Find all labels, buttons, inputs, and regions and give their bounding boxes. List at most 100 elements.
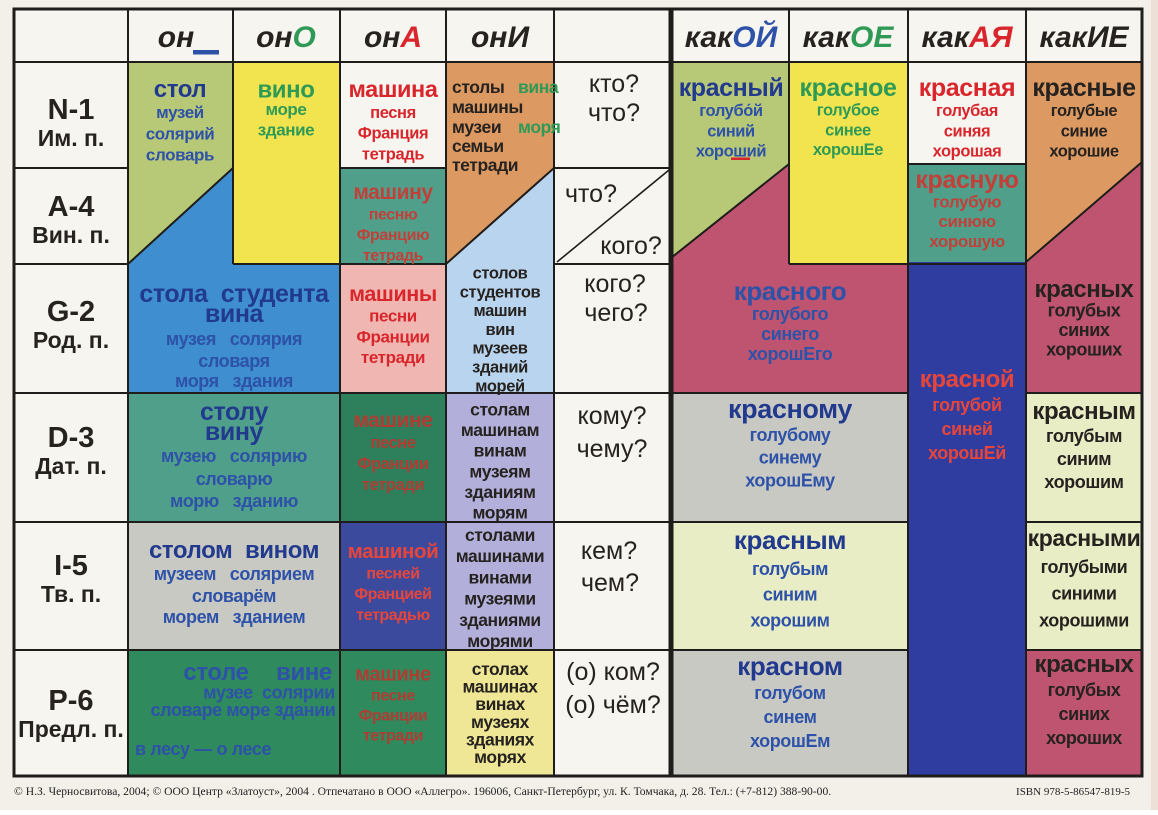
svg-text:онИ: онИ <box>471 21 530 54</box>
svg-text:хорошая: хорошая <box>933 143 1002 161</box>
svg-text:словарю: словарю <box>196 469 273 489</box>
svg-text:столах: столах <box>472 659 529 679</box>
svg-text:красных: красных <box>1035 651 1135 678</box>
svg-text:Францией: Францией <box>354 586 431 603</box>
svg-text:машина: машина <box>348 76 438 102</box>
svg-text:голубыми: голубыми <box>1041 557 1128 577</box>
svg-text:музей: музей <box>156 103 204 122</box>
svg-text:N-1: N-1 <box>48 94 95 126</box>
svg-text:красными: красными <box>1028 525 1141 551</box>
svg-text:красное: красное <box>799 74 897 102</box>
svg-text:винах: винах <box>475 694 525 714</box>
svg-text:машине: машине <box>353 409 432 432</box>
svg-text:голубая: голубая <box>936 102 998 120</box>
svg-text:онА: онА <box>364 21 422 54</box>
svg-text:Франции: Франции <box>359 708 428 725</box>
svg-text:зданиями: зданиями <box>459 610 541 630</box>
svg-text:голубых: голубых <box>1048 680 1121 700</box>
svg-text:синими: синими <box>1052 584 1117 604</box>
svg-text:голубое: голубое <box>817 102 880 120</box>
svg-text:какОЕ: какОЕ <box>803 21 895 54</box>
svg-text:музеями: музеями <box>464 589 536 609</box>
svg-text:машину: машину <box>353 181 433 204</box>
svg-text:синее: синее <box>825 121 871 139</box>
svg-text:Франции: Франции <box>356 327 429 346</box>
svg-text:красного: красного <box>734 276 847 306</box>
svg-text:кому?: кому? <box>578 402 647 430</box>
svg-text:машинами: машинами <box>456 546 545 566</box>
svg-text:машинам: машинам <box>461 420 539 440</box>
svg-text:красным: красным <box>734 525 846 555</box>
svg-text:музее солярии: музее солярии <box>203 683 335 703</box>
svg-text:чему?: чему? <box>577 435 648 463</box>
svg-text:голубом: голубом <box>754 683 825 703</box>
svg-text:красному: красному <box>728 394 852 424</box>
svg-text:голубым: голубым <box>752 559 828 579</box>
svg-text:голубо́й: голубо́й <box>699 102 762 120</box>
svg-text:кого?: кого? <box>600 232 662 260</box>
svg-text:песни: песни <box>369 307 417 326</box>
svg-text:вин: вин <box>485 321 514 339</box>
svg-text:стол: стол <box>154 76 207 103</box>
svg-text:синяя: синяя <box>944 122 991 140</box>
svg-text:словаре море здании: словаре море здании <box>151 700 336 720</box>
svg-text:морям: морям <box>472 503 527 523</box>
svg-text:хорошЕму: хорошЕму <box>745 470 835 490</box>
svg-text:какАЯ: какАЯ <box>921 21 1013 54</box>
svg-text:голубым: голубым <box>1046 426 1122 446</box>
svg-text:морю зданию: морю зданию <box>170 491 298 511</box>
svg-text:красном: красном <box>737 651 843 681</box>
svg-text:синим: синим <box>1057 449 1111 469</box>
svg-text:хорошЕм: хорошЕм <box>750 731 830 751</box>
svg-text:синие: синие <box>1061 122 1108 140</box>
svg-text:тетрадью: тетрадью <box>356 607 430 624</box>
svg-text:музеем солярием: музеем солярием <box>154 564 315 584</box>
svg-text:тетрадь: тетрадь <box>363 248 424 265</box>
svg-text:морями: морями <box>467 631 532 651</box>
svg-text:хорошими: хорошими <box>1039 610 1129 630</box>
svg-text:море: море <box>266 100 307 119</box>
svg-text:винами: винами <box>468 567 531 587</box>
svg-text:хорошЕе: хорошЕе <box>813 141 883 159</box>
svg-text:ISBN 978-5-86547-819-5: ISBN 978-5-86547-819-5 <box>1016 786 1130 798</box>
svg-text:Дат. п.: Дат. п. <box>35 453 106 479</box>
svg-text:хорошие: хорошие <box>1049 143 1118 161</box>
svg-text:красных: красных <box>1035 276 1135 303</box>
svg-text:моря здания: моря здания <box>175 371 293 391</box>
svg-text:кто?: кто? <box>589 70 639 98</box>
svg-text:Род. п.: Род. п. <box>33 327 109 353</box>
svg-text:хороших: хороших <box>1046 728 1122 748</box>
svg-text:голубого: голубого <box>752 304 829 324</box>
svg-text:хороших: хороших <box>1046 340 1122 360</box>
svg-text:синих: синих <box>1058 320 1109 340</box>
svg-text:чем?: чем? <box>581 569 639 597</box>
svg-text:музеям: музеям <box>469 461 530 481</box>
svg-text:голубую: голубую <box>933 193 1001 212</box>
svg-text:A-4: A-4 <box>48 191 95 223</box>
svg-text:онО: онО <box>256 21 316 54</box>
svg-text:зданиям: зданиям <box>464 482 535 502</box>
svg-text:Тв. п.: Тв. п. <box>41 581 101 607</box>
svg-text:синему: синему <box>759 448 822 468</box>
svg-text:синим: синим <box>763 585 817 605</box>
svg-text:он: он <box>158 21 194 54</box>
svg-text:(о) ком?: (о) ком? <box>566 658 660 686</box>
svg-text:© Н.З. Черносвитова, 2004; ©: © Н.З. Черносвитова, 2004; © ООО Центр «… <box>14 785 831 798</box>
svg-text:словарём: словарём <box>192 586 276 606</box>
svg-text:Им. п.: Им. п. <box>38 125 105 151</box>
svg-text:синей: синей <box>941 419 992 439</box>
svg-text:машинах: машинах <box>462 677 538 697</box>
svg-text:красной: красной <box>920 366 1014 393</box>
svg-text:музеи: музеи <box>452 117 501 137</box>
svg-text:чего?: чего? <box>584 299 647 327</box>
svg-text:вина: вина <box>205 300 265 328</box>
svg-text:синем: синем <box>763 707 816 727</box>
svg-text:здание: здание <box>258 121 314 140</box>
svg-text:столов: столов <box>473 265 528 283</box>
svg-text:вину: вину <box>205 418 264 446</box>
svg-text:тетради: тетради <box>361 348 425 367</box>
svg-text:G-2: G-2 <box>47 296 95 328</box>
svg-text:тетрадь: тетрадь <box>362 145 424 163</box>
svg-text:песню: песню <box>369 207 418 224</box>
svg-text:столы: столы <box>452 77 504 97</box>
